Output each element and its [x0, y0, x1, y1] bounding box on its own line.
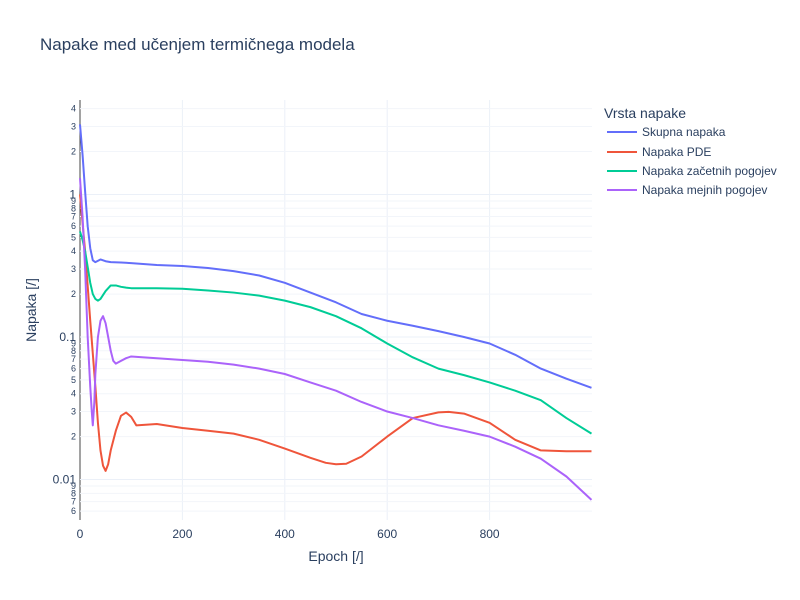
- plot-area: 0 200 400 600 800 0.010.11678923456789234567…: [53, 100, 593, 541]
- x-tick-label: 800: [480, 527, 500, 541]
- y-minor-tick-label: 6: [71, 506, 76, 516]
- series-line-3: [79, 178, 593, 501]
- y-minor-tick-label: 9: [71, 339, 76, 349]
- legend-item-napaka-pde[interactable]: Napaka PDE: [607, 145, 711, 159]
- plot-background: [80, 100, 592, 520]
- legend-title: Vrsta napake: [604, 105, 686, 121]
- x-tick-label: 400: [275, 527, 295, 541]
- y-major-tick-label: 1: [69, 187, 76, 201]
- y-minor-tick-label: 7: [71, 354, 76, 364]
- y-minor-tick-label: 6: [71, 221, 76, 231]
- y-minor-tick-label: 7: [71, 497, 76, 507]
- legend-label: Skupna napaka: [642, 125, 726, 139]
- legend-item-skupna-napaka[interactable]: Skupna napaka: [607, 125, 726, 139]
- y-minor-tick-label: 3: [71, 407, 76, 417]
- y-minor-tick-label: 5: [71, 375, 76, 385]
- y-minor-tick-label: 9: [71, 481, 76, 491]
- x-tick-label: 0: [77, 527, 84, 541]
- y-minor-tick-label: 2: [71, 147, 76, 157]
- y-minor-tick-label: 3: [71, 121, 76, 131]
- y-minor-tick-label: 5: [71, 232, 76, 242]
- legend: Vrsta napake Skupna napaka Napaka PDE Na…: [604, 105, 777, 197]
- y-minor-tick-label: 4: [71, 389, 76, 399]
- y-minor-tick-label: 4: [71, 246, 76, 256]
- y-major-tick-label: 0.1: [59, 330, 76, 344]
- x-axis-ticks: 0 200 400 600 800: [77, 527, 500, 541]
- y-minor-tick-label: 8: [71, 488, 76, 498]
- legend-label: Napaka začetnih pogojev: [642, 164, 777, 178]
- y-axis-title: Napaka [/]: [23, 278, 39, 342]
- y-minor-tick-label: 2: [71, 289, 76, 299]
- y-minor-tick-label: 2: [71, 432, 76, 442]
- chart-title: Napake med učenjem termičnega modela: [40, 35, 355, 54]
- series-lines: [79, 124, 593, 501]
- y-major-tick-label: 0.01: [53, 473, 77, 487]
- series-line-1: [79, 194, 592, 472]
- series-line-2: [79, 231, 593, 435]
- legend-label: Napaka mejnih pogojev: [642, 183, 767, 197]
- y-minor-tick-label: 7: [71, 212, 76, 222]
- y-minor-tick-label: 4: [71, 104, 76, 114]
- x-tick-label: 600: [377, 527, 397, 541]
- y-minor-tick-label: 8: [71, 203, 76, 213]
- y-minor-tick-label: 6: [71, 364, 76, 374]
- legend-label: Napaka PDE: [642, 145, 711, 159]
- y-minor-tick-label: 9: [71, 196, 76, 206]
- x-tick-label: 200: [172, 527, 192, 541]
- legend-item-napaka-mejnih-pogojev[interactable]: Napaka mejnih pogojev: [607, 183, 767, 197]
- x-axis-title: Epoch [/]: [308, 548, 363, 564]
- grid-lines: [79, 100, 592, 520]
- y-minor-tick-label: 3: [71, 264, 76, 274]
- legend-item-napaka-zacetnih-pogojev[interactable]: Napaka začetnih pogojev: [607, 164, 777, 178]
- series-line-0: [79, 124, 592, 389]
- y-minor-tick-label: 8: [71, 346, 76, 356]
